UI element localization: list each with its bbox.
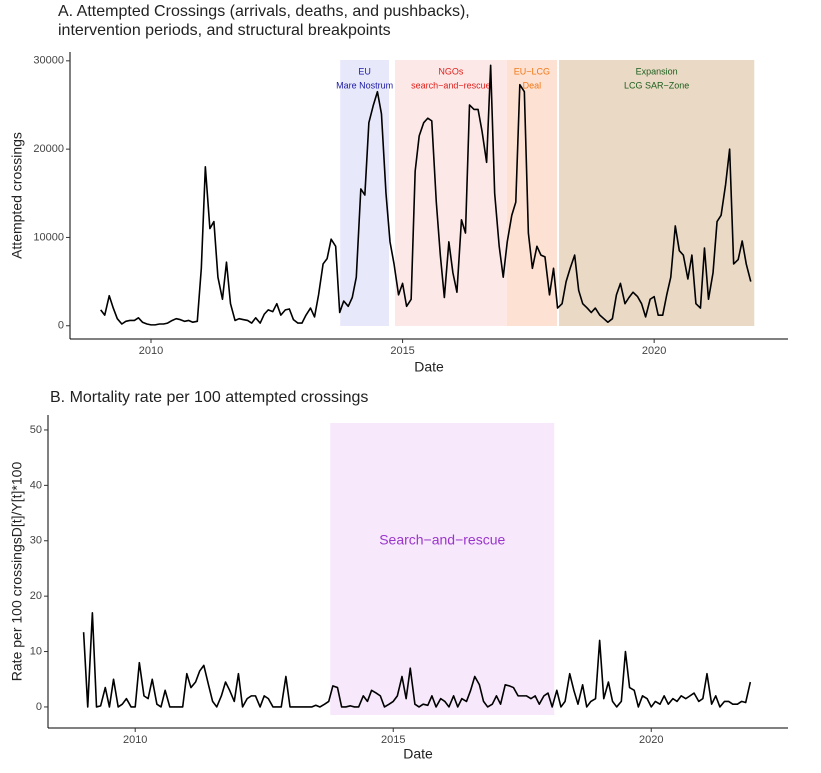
y-tick-label: 10000 <box>33 231 64 243</box>
y-tick-label: 50 <box>30 424 42 436</box>
period-label: LCG SAR−Zone <box>624 80 689 90</box>
data-line <box>82 611 752 708</box>
period-band <box>506 60 558 326</box>
x-axis-label: Date <box>403 746 433 762</box>
x-axis-label: Date <box>414 359 444 375</box>
x-tick-label: 2020 <box>642 345 666 357</box>
y-tick-label: 10 <box>30 645 42 657</box>
period-label: Search−and−rescue <box>379 532 505 548</box>
chart-title: B. Mortality rate per 100 attempted cros… <box>50 389 368 406</box>
y-tick-label: 0 <box>58 320 64 332</box>
period-band <box>330 423 555 715</box>
y-axis-label: Attempted crossings <box>9 132 25 259</box>
period-label: Deal <box>523 80 542 90</box>
chart-title: intervention periods, and structural bre… <box>58 22 391 39</box>
chart-title: A. Attempted Crossings (arrivals, deaths… <box>58 3 470 20</box>
data-line <box>100 64 752 326</box>
y-axis-label: Rate per 100 crossingsD[t]/Y[t]*100 <box>9 462 25 682</box>
y-tick-label: 30000 <box>33 55 64 67</box>
y-tick-label: 0 <box>36 701 42 713</box>
x-tick-label: 2015 <box>390 345 414 357</box>
period-label: search−and−rescue <box>411 80 491 90</box>
period-label: EU−LCG <box>514 66 550 76</box>
x-tick-label: 2020 <box>639 734 663 746</box>
x-tick-label: 2010 <box>123 734 147 746</box>
y-tick-label: 30 <box>30 535 42 547</box>
x-tick-label: 2010 <box>139 345 163 357</box>
x-tick-label: 2015 <box>381 734 405 746</box>
period-label: EU <box>358 66 371 76</box>
y-tick-label: 40 <box>30 479 42 491</box>
y-tick-label: 20000 <box>33 143 64 155</box>
period-label: NGOs <box>438 66 464 76</box>
y-tick-label: 20 <box>30 590 42 602</box>
period-band <box>395 60 507 326</box>
period-label: Expansion <box>636 66 678 76</box>
period-band <box>559 60 755 326</box>
period-label: Mare Nostrum <box>336 80 393 90</box>
